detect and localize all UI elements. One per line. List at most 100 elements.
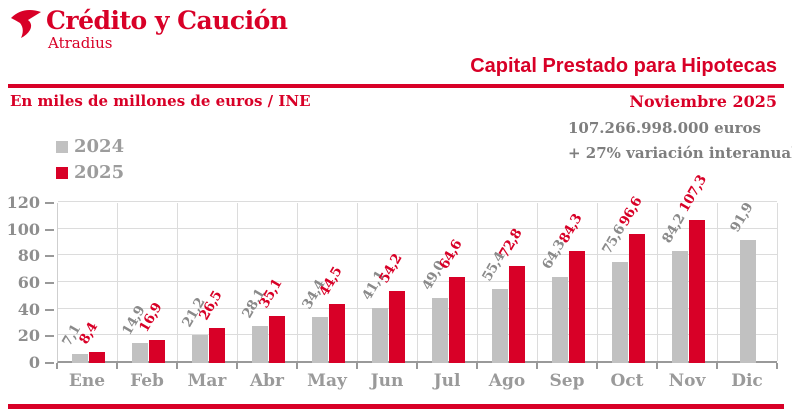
gridline-vertical [177,203,178,361]
bar-group-Oct: 75,6 96,6 [598,194,658,363]
legend-item-2024: 2024 [56,138,124,156]
y-tick-label: 0 [28,353,40,372]
bar-2024-Sep [552,277,568,363]
gridline-vertical [597,203,598,361]
bar-2025-Feb [149,340,165,363]
legend-item-2025: 2025 [56,164,124,182]
bar-group-Ago: 55,4 72,8 [478,203,538,363]
bar-2024-Oct [612,262,628,363]
bar-2024-Mar [192,334,208,363]
legend-swatch-2025 [56,167,68,179]
logo: Crédito y Caución Atradius [10,7,288,52]
bar-group-Nov: 84,2 107,3 [658,172,718,363]
x-tick-mark [656,363,658,369]
month-label-Ago: Ago [488,371,526,391]
bar-2024-Nov [672,250,688,363]
bar-2025-Nov [689,219,705,363]
stats-total: 107.266.998.000 euros [568,119,761,137]
gridline-vertical [777,203,778,361]
bar-value-label: 107,3 [676,172,710,215]
bar-2024-Jul [432,297,448,363]
bar-group-Mar: 21,2 26,5 [178,203,238,363]
gridline-vertical [477,203,478,361]
bar-2024-Feb [132,343,148,363]
x-tick-mark [776,363,778,369]
x-tick-mark [416,363,418,369]
bar-group-Feb: 14,9 16,9 [118,203,178,363]
gridline-vertical [537,203,538,361]
legend-label: 2025 [74,162,125,183]
bar-value-label: 75,6 [599,222,629,258]
stats-variation: + 27% variación interanual [568,144,792,162]
bar-group-May: 34,4 44,5 [298,203,358,363]
x-tick-mark [596,363,598,369]
bar-value-label: 72,8 [496,226,526,261]
x-tick-mark [536,363,538,369]
bar-2025-Jul [449,276,465,363]
bar-value-label: 84,2 [659,210,689,246]
bar-group-Jul: 49,0 64,6 [418,203,478,363]
gridline-vertical [117,203,118,361]
bar-2025-Ago [509,265,525,363]
swallow-bird-icon [11,10,41,38]
plot-area: 7,1 8,4 14,9 16,9 21,2 26,5 28,1 35,1 34,4 44,5 41… [57,172,778,363]
x-tick-mark [116,363,118,369]
page-title: Capital Prestado para Hipotecas [470,55,777,77]
gridline-vertical [717,203,718,361]
logo-subtitle: Atradius [48,34,113,52]
bar-group-Dic: 91,9 [718,200,778,363]
y-tick-mark [45,362,54,364]
bar-value-label: 91,9 [727,200,757,236]
gridline-vertical [237,203,238,361]
bar-value-label: 54,2 [376,250,406,286]
bottom-red-rule [8,404,784,409]
bar-value-label: 44,5 [316,263,346,299]
bar-2024-Dic [740,240,756,363]
top-red-rule [8,84,784,88]
stats-block: 107.266.998.000 euros + 27% variación in… [568,119,792,169]
y-tick-mark [45,255,54,258]
bar-2025-Abr [269,316,285,363]
month-label-May: May [307,371,347,391]
bar-2024-May [312,317,328,363]
bar-value-label: 8,4 [76,319,101,347]
y-tick-mark [45,335,54,338]
x-tick-mark [176,363,178,369]
bar-value-label: 35,1 [256,276,286,312]
logo-text: Crédito y Caución Atradius [46,7,288,52]
y-tick-label: 120 [6,193,40,212]
legend-label: 2024 [74,136,125,157]
bar-group-Abr: 28,1 35,1 [238,203,298,363]
month-label-Ene: Ene [68,371,106,391]
y-tick-label: 40 [17,299,40,319]
x-tick-mark [56,363,58,369]
y-tick-label: 100 [6,219,40,239]
month-label-Oct: Oct [610,371,644,391]
y-tick-mark [45,202,54,204]
date-label: Noviembre 2025 [629,92,777,111]
month-label-Feb: Feb [130,371,164,391]
month-label-Abr: Abr [249,371,285,391]
bar-value-label: 84,3 [556,210,586,246]
x-tick-mark [476,363,478,369]
y-tick-label: 20 [17,326,40,346]
bar-2024-Jun [372,308,388,363]
bar-2025-Sep [569,250,585,363]
x-tick-mark [716,363,718,369]
gridline-vertical [657,203,658,361]
x-tick-mark [296,363,298,369]
bar-2024-Ene [72,353,88,363]
bar-2025-Mar [209,327,225,363]
bar-group-Jun: 41,1 54,2 [358,203,418,363]
gridline-vertical [357,203,358,361]
bar-2025-May [329,303,345,363]
month-label-Sep: Sep [549,371,585,391]
bar-value-label: 26,5 [196,287,226,323]
units-label: En miles de millones de euros / INE [10,92,311,110]
x-tick-mark [236,363,238,369]
bar-value-label: 64,6 [436,237,466,272]
chart-legend: 2024 2025 [56,138,124,190]
bar-value-label: 96,6 [616,194,646,230]
month-label-Mar: Mar [187,371,227,391]
bar-2025-Oct [629,234,645,363]
